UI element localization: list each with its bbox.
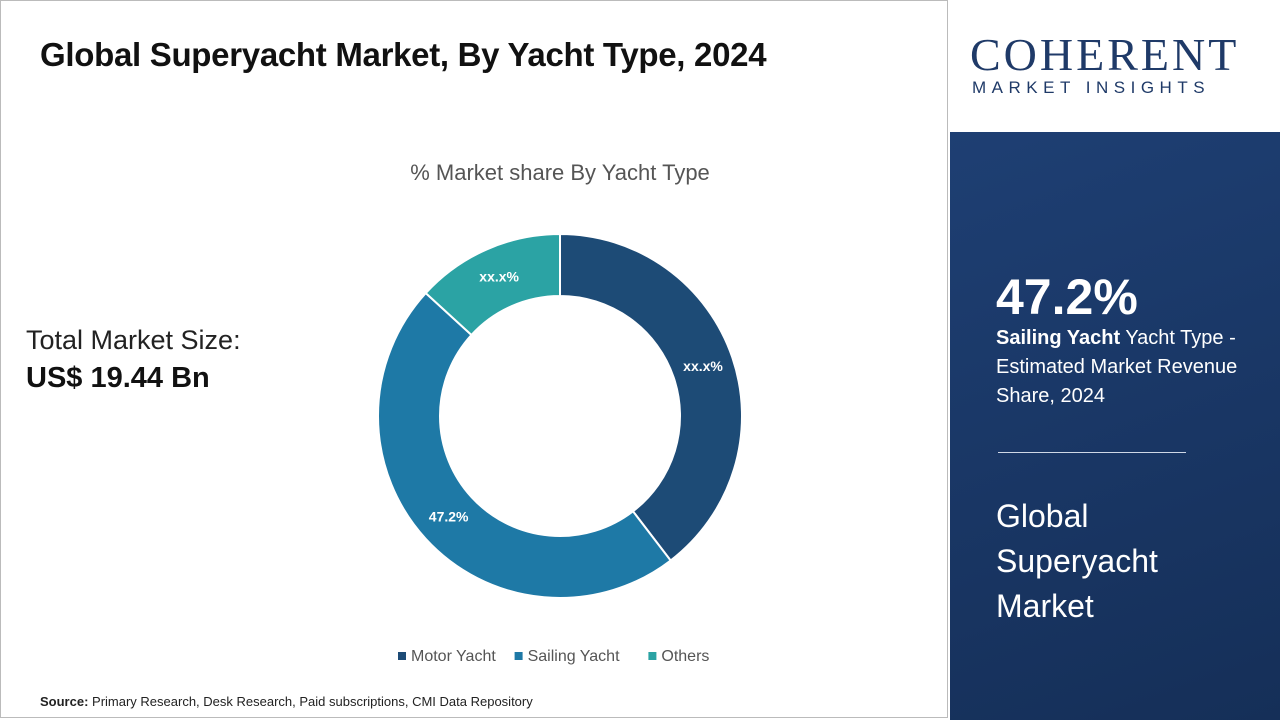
source: Source: Primary Research, Desk Research,… <box>40 694 533 709</box>
data-label: 47.2% <box>429 509 469 525</box>
legend-swatch <box>648 652 657 660</box>
side-panel: 47.2% Sailing Yacht Yacht Type - Estimat… <box>950 132 1280 720</box>
logo-tagline: MARKET INSIGHTS <box>972 78 1211 97</box>
legend-swatch <box>514 652 523 660</box>
donut-segment <box>424 232 561 337</box>
donut-segment <box>377 291 673 599</box>
data-label: xx.x% <box>683 358 723 374</box>
highlight-text: Yacht Type - Estimated Market Revenue Sh… <box>996 327 1238 407</box>
highlight-description: Sailing Yacht Yacht Type - Estimated Mar… <box>996 324 1266 411</box>
legend-label: Motor Yacht <box>411 648 496 665</box>
content-frame <box>0 0 948 718</box>
legend-label: Sailing Yacht <box>528 648 620 665</box>
source-text: Primary Research, Desk Research, Paid su… <box>92 694 533 709</box>
market-size-value: US$ 19.44 Bn <box>26 362 210 394</box>
chart-title: % Market share By Yacht Type <box>410 160 710 185</box>
highlight-value: 47.2% <box>996 269 1138 325</box>
market-size-label: Total Market Size: <box>26 325 241 355</box>
legend-label: Others <box>661 648 709 665</box>
data-label: xx.x% <box>479 269 519 285</box>
source-label: Source: <box>40 694 89 709</box>
logo-name: COHERENT <box>970 29 1240 80</box>
donut-segment <box>559 232 743 562</box>
market-name: Global Superyacht Market <box>996 498 1158 624</box>
page-title: Global Superyacht Market, By Yacht Type,… <box>40 36 767 73</box>
chart: % Market share By Yacht Type xx.x% 47.2% x… <box>377 160 743 665</box>
divider <box>998 452 1186 453</box>
legend-swatch <box>398 652 406 660</box>
highlight-segment: Sailing Yacht <box>996 327 1121 349</box>
logo: COHERENT MARKET INSIGHTS <box>950 0 1280 132</box>
